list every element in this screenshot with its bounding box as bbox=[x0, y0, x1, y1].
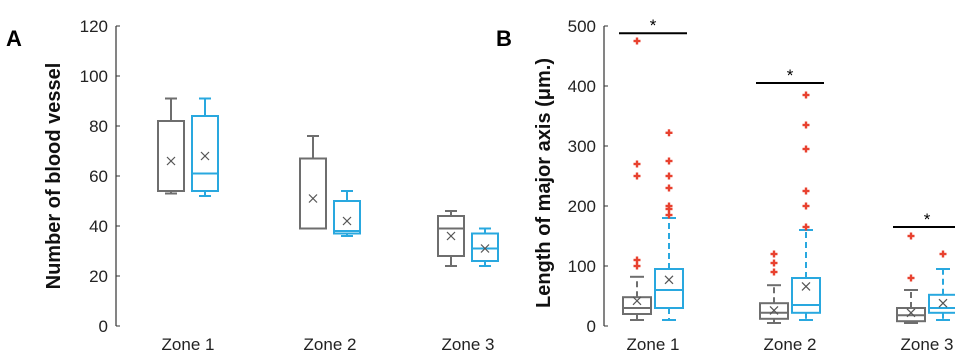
outlier-point bbox=[633, 262, 641, 270]
interquartile-box bbox=[928, 293, 955, 314]
mean-marker-stroke-2 bbox=[342, 216, 352, 226]
interquartile-box bbox=[471, 232, 499, 262]
significance-star: * bbox=[924, 210, 931, 229]
panel-b-box-gray bbox=[622, 37, 652, 321]
mean-marker-stroke-2 bbox=[308, 194, 318, 203]
outlier-point bbox=[802, 187, 810, 195]
mean-marker-stroke-2 bbox=[166, 156, 176, 166]
outlier-point bbox=[633, 160, 641, 168]
outlier-point bbox=[665, 129, 673, 137]
panel-a: A Number of blood vessel 0 20 40 60 80 100 120… bbox=[6, 17, 499, 354]
panel-b-y-axis-label: Length of major axis (μm.) bbox=[533, 58, 555, 308]
outlier-point bbox=[907, 232, 915, 240]
panel-a-y-tick-label: 100 bbox=[80, 67, 108, 86]
panel-b-y-tick-label: 0 bbox=[587, 317, 596, 336]
outlier-point bbox=[665, 172, 673, 180]
outlier-point bbox=[665, 211, 673, 219]
interquartile-box bbox=[622, 296, 652, 316]
panel-b-box-gray bbox=[759, 250, 789, 324]
outlier-point bbox=[802, 91, 810, 99]
interquartile-box bbox=[654, 268, 684, 309]
outlier-point bbox=[802, 223, 810, 231]
outlier-point bbox=[770, 250, 778, 258]
interquartile-box bbox=[759, 302, 789, 320]
panel-a-x-ticks: Zone 1 Zone 2 Zone 3 bbox=[162, 335, 495, 354]
panel-a-y-axis-label-group: Number of blood vessel bbox=[43, 63, 65, 290]
panel-a-y-tick-label: 120 bbox=[80, 17, 108, 36]
panel-a-box-gray bbox=[299, 135, 327, 230]
panel-a-plot bbox=[157, 97, 499, 267]
panel-b-y-tick-label: 300 bbox=[568, 137, 596, 156]
panel-b-box-gray bbox=[896, 232, 926, 324]
outlier-point bbox=[802, 202, 810, 210]
outlier-point bbox=[770, 259, 778, 267]
panel-b-x-tick-label: Zone 3 bbox=[901, 335, 954, 354]
mean-marker-stroke-2 bbox=[938, 298, 948, 308]
panel-b-y-tick-label: 400 bbox=[568, 77, 596, 96]
interquartile-box bbox=[299, 157, 327, 230]
panel-b-box-blue bbox=[791, 91, 821, 321]
mean-marker-stroke-2 bbox=[769, 305, 779, 315]
outlier-point bbox=[802, 145, 810, 153]
outlier-point bbox=[633, 37, 641, 45]
panel-b-letter: B bbox=[496, 26, 512, 51]
panel-b-y-tick-label: 100 bbox=[568, 257, 596, 276]
panel-b-y-tick-label: 500 bbox=[568, 17, 596, 36]
interquartile-box bbox=[333, 200, 361, 235]
panel-b-plot: * * * bbox=[619, 16, 955, 324]
outlier-point bbox=[907, 274, 915, 282]
outlier-point bbox=[770, 268, 778, 276]
panel-a-x-tick-label: Zone 3 bbox=[442, 335, 495, 354]
panel-a-box-blue bbox=[333, 190, 361, 237]
significance-star: * bbox=[650, 16, 657, 35]
outlier-point bbox=[665, 184, 673, 192]
panel-a-box-gray bbox=[437, 210, 465, 267]
panel-a-y-tick-label: 60 bbox=[89, 167, 108, 186]
mean-marker-stroke-2 bbox=[200, 151, 210, 161]
panel-b-box-blue bbox=[654, 129, 684, 321]
panel-a-y-axis-label: Number of blood vessel bbox=[43, 63, 65, 290]
mean-marker-stroke-2 bbox=[664, 275, 674, 285]
mean-marker-stroke-2 bbox=[906, 308, 916, 318]
outlier-point bbox=[665, 157, 673, 165]
interquartile-box bbox=[437, 215, 465, 257]
panel-a-y-tick-label: 80 bbox=[89, 117, 108, 136]
outlier-point bbox=[802, 121, 810, 129]
significance-star: * bbox=[787, 66, 794, 85]
mean-marker-stroke-2 bbox=[446, 231, 456, 241]
outlier-point bbox=[633, 256, 641, 264]
panel-a-x-tick-label: Zone 1 bbox=[162, 335, 215, 354]
mean-marker-stroke-2 bbox=[801, 281, 811, 291]
interquartile-box bbox=[791, 277, 821, 314]
panel-a-y-ticks: 0 20 40 60 80 100 120 bbox=[80, 17, 120, 336]
panel-b-x-tick-label: Zone 1 bbox=[627, 335, 680, 354]
outlier-point bbox=[633, 172, 641, 180]
panel-a-y-tick-label: 0 bbox=[99, 317, 108, 336]
panel-a-x-tick-label: Zone 2 bbox=[304, 335, 357, 354]
panel-b-y-ticks: 0 100 200 300 400 500 bbox=[568, 17, 608, 336]
panel-a-box-blue bbox=[471, 227, 499, 267]
panel-b: B Length of major axis (μm.) 0 100 200 300 4… bbox=[496, 16, 955, 354]
panel-a-y-tick-label: 40 bbox=[89, 217, 108, 236]
panel-a-box-gray bbox=[157, 97, 185, 195]
outlier-point bbox=[665, 202, 673, 210]
panel-b-x-ticks: Zone 1 Zone 2 Zone 3 bbox=[627, 335, 954, 354]
panel-a-y-tick-label: 20 bbox=[89, 267, 108, 286]
panel-b-y-tick-label: 200 bbox=[568, 197, 596, 216]
panel-a-letter: A bbox=[6, 26, 22, 51]
panel-b-box-blue bbox=[928, 250, 955, 321]
interquartile-box bbox=[157, 120, 185, 192]
panel-a-box-blue bbox=[191, 97, 219, 197]
mean-marker-stroke-2 bbox=[632, 296, 642, 306]
mean-marker-stroke-2 bbox=[480, 244, 490, 253]
panel-b-x-tick-label: Zone 2 bbox=[764, 335, 817, 354]
interquartile-box bbox=[191, 115, 219, 192]
outlier-point bbox=[939, 250, 947, 258]
